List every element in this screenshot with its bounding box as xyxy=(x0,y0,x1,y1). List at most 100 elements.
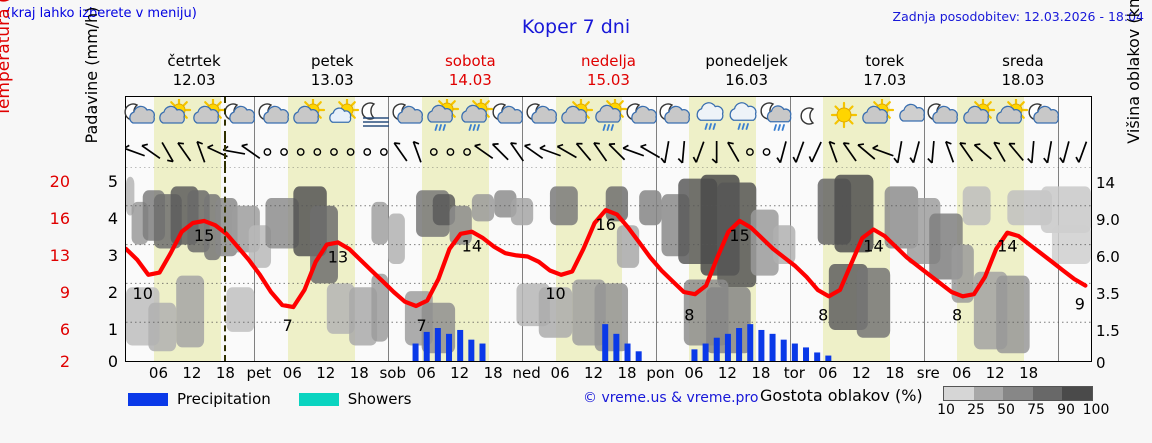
precip-bar-22 xyxy=(814,352,821,361)
current-time-marker-icons xyxy=(223,97,226,137)
weather-icon-moon-cloud-4 xyxy=(221,99,261,135)
cloud-blob-31 xyxy=(510,198,534,226)
cloud-blob-58 xyxy=(1040,186,1091,233)
precip-bar-0 xyxy=(412,343,419,361)
temperature-tick-6: 6 xyxy=(59,320,70,339)
day-header-4: nedelja 15.03 xyxy=(539,52,677,90)
cloud-height-tick-9.0: 9.0 xyxy=(1096,211,1120,229)
day-separator-2 xyxy=(388,167,390,361)
location-menu-hint[interactable]: (kraj lahko izberete v meniju) xyxy=(6,6,197,21)
cloud-blob-8 xyxy=(176,275,205,348)
temperature-label-10-6: 10 xyxy=(545,284,565,303)
cloud-height-tick-14: 14 xyxy=(1096,174,1116,192)
time-label-12-17: 12 xyxy=(717,364,737,382)
copyright-link[interactable]: © vreme.us & vreme.pro xyxy=(583,390,759,406)
time-label-06-0: 06 xyxy=(148,364,168,382)
time-label-06-20: 06 xyxy=(818,364,838,382)
current-time-marker-wind xyxy=(223,137,226,167)
day-date: 14.03 xyxy=(448,71,492,89)
weather-icon-moon-21 xyxy=(790,99,830,135)
temperature-tick-16: 16 xyxy=(49,209,70,228)
weather-icon-band xyxy=(124,97,1091,137)
weather-icon-sun-cloud-27 xyxy=(991,99,1031,135)
temperature-tick-13: 13 xyxy=(49,246,70,265)
time-label-18-18: 18 xyxy=(751,364,771,382)
precip-bar-21 xyxy=(803,347,810,361)
weather-icon-sun-cloud-rain-11 xyxy=(456,99,496,135)
precip-bar-16 xyxy=(747,324,754,361)
precipitation-tick-4: 4 xyxy=(107,209,118,228)
time-label-ned-11: ned xyxy=(512,364,541,382)
cloud-height-tick-6.0: 6.0 xyxy=(1096,248,1120,266)
time-label-06-16: 06 xyxy=(684,364,704,382)
temperature-label-13-3: 13 xyxy=(328,247,348,266)
precip-bar-19 xyxy=(780,339,787,361)
showers-swatch xyxy=(298,392,339,406)
precipitation-tick-2: 2 xyxy=(107,283,118,302)
weather-icon-moon-cloud-5 xyxy=(255,99,295,135)
weather-icon-cloud-24 xyxy=(891,99,931,135)
temperature-label-15-1: 15 xyxy=(194,226,214,245)
day-separator-3 xyxy=(522,167,524,361)
cloud-blob-18 xyxy=(349,287,378,346)
day-separator-7 xyxy=(1057,137,1059,167)
legend-item-showers: Showers xyxy=(298,390,411,408)
precip-bar-9 xyxy=(624,343,631,361)
day-name: nedelja xyxy=(580,52,636,70)
cloud-height-tick-3.5: 3.5 xyxy=(1096,285,1120,303)
time-label-12-21: 12 xyxy=(851,364,871,382)
temperature-label-8-10: 8 xyxy=(818,305,828,324)
density-tick-90: 90 xyxy=(1057,402,1075,418)
weather-icon-cloud-rain-19 xyxy=(723,99,763,135)
density-tick-75: 75 xyxy=(1027,402,1045,418)
weather-icon-sun-22 xyxy=(824,99,864,135)
weather-icon-cloud-rain-18 xyxy=(690,99,730,135)
time-label-12-13: 12 xyxy=(584,364,604,382)
cloud-blob-30 xyxy=(538,287,573,338)
weather-icon-moon-cloud-17 xyxy=(656,99,696,135)
precip-bar-18 xyxy=(769,333,776,361)
precip-bar-4 xyxy=(457,329,464,361)
temperature-label-14-11: 14 xyxy=(863,237,883,256)
density-tick-25: 25 xyxy=(967,402,985,418)
day-header-7: sreda 18.03 xyxy=(954,52,1092,90)
cloud-blob-34 xyxy=(594,283,629,352)
cloud-density-field xyxy=(126,174,1091,354)
cloud-density-tick-labels: 10 25 50 75 90 100 xyxy=(937,402,1109,420)
weather-icon-moon-cloud-16 xyxy=(623,99,663,135)
weather-icon-sun-cloud-rain-15 xyxy=(590,99,630,135)
cloud-blob-47 xyxy=(834,174,874,253)
meteogram-chart-area: 10 15 7 13 7 14 10 16 8 15 8 14 8 14 9 xyxy=(126,167,1091,361)
cloud-height-tick-0: 0 xyxy=(1096,354,1106,372)
day-name: ponedeljek xyxy=(705,52,788,70)
time-label-18-22: 18 xyxy=(885,364,905,382)
daylight-band-day7 xyxy=(957,137,1025,167)
cloud-density-colorbar xyxy=(943,386,1093,401)
precip-bar-14 xyxy=(724,333,731,361)
cloud-blob-36 xyxy=(616,225,640,268)
temperature-tick-9: 9 xyxy=(59,283,70,302)
weather-icon-moon-cloud-12 xyxy=(489,99,529,135)
time-label-06-8: 06 xyxy=(416,364,436,382)
weather-icon-moon-cloud-9 xyxy=(389,99,429,135)
legend-item-precipitation: Precipitation xyxy=(128,390,271,408)
density-cell-4 xyxy=(1062,387,1092,400)
cloud-blob-37 xyxy=(639,190,662,226)
weather-icon-sun-cloud-small-7 xyxy=(322,99,362,135)
temperature-axis-title: Temperatura (°C) xyxy=(0,0,14,117)
time-label-12-1: 12 xyxy=(182,364,202,382)
cloud-blob-17 xyxy=(326,283,355,334)
precipitation-legend-label: Precipitation xyxy=(177,390,271,408)
cloud-blob-53 xyxy=(951,244,974,303)
cloud-blob-7 xyxy=(148,302,177,352)
day-date: 12.03 xyxy=(172,71,216,89)
cloud-blob-49 xyxy=(856,267,891,338)
cloud-blob-57 xyxy=(1007,190,1052,226)
precip-bar-3 xyxy=(446,333,453,361)
page-title: Koper 7 dni xyxy=(521,16,631,38)
time-label-tor-19: tor xyxy=(783,364,805,382)
temperature-tick-20: 20 xyxy=(49,172,70,191)
precipitation-tick-1: 1 xyxy=(107,320,118,339)
time-label-pon-15: pon xyxy=(646,364,675,382)
density-cell-3 xyxy=(1032,387,1063,400)
